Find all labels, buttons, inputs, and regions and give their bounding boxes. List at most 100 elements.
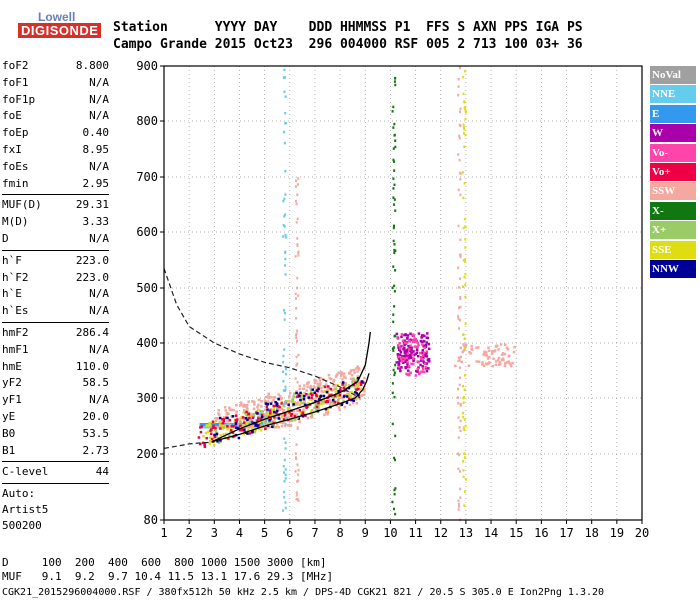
data-point xyxy=(468,351,471,354)
data-point xyxy=(404,341,407,345)
data-point xyxy=(283,414,287,418)
legend-item: X+ xyxy=(650,221,696,240)
data-point xyxy=(280,424,284,428)
data-point xyxy=(350,390,353,394)
data-point xyxy=(298,420,301,423)
y-tick-label: 80 xyxy=(144,513,158,527)
data-point xyxy=(277,397,280,401)
data-point xyxy=(220,426,223,429)
param-value: 8.800 xyxy=(75,59,109,72)
data-point xyxy=(199,423,203,426)
data-point xyxy=(339,374,343,378)
streak-point xyxy=(394,269,397,272)
data-point xyxy=(269,396,273,399)
data-point xyxy=(210,437,214,441)
param-name: h`Es xyxy=(2,304,29,318)
data-point xyxy=(301,394,304,398)
streak-point xyxy=(393,492,396,496)
data-point xyxy=(492,357,495,361)
data-point xyxy=(258,420,262,424)
streak-point xyxy=(296,329,299,333)
data-point xyxy=(253,430,257,434)
streak-point xyxy=(458,383,461,387)
streak-point xyxy=(458,359,461,362)
param-value: N/A xyxy=(89,231,109,245)
streak-point xyxy=(295,494,298,497)
data-point xyxy=(272,396,276,399)
data-point xyxy=(342,375,346,378)
param-value: N/A xyxy=(89,109,109,123)
data-point xyxy=(216,417,219,420)
data-point xyxy=(410,362,413,366)
data-point xyxy=(320,386,323,390)
data-point xyxy=(214,419,218,423)
data-point xyxy=(226,427,229,431)
data-point xyxy=(277,426,280,429)
data-point xyxy=(421,367,425,371)
data-point xyxy=(231,431,235,434)
param-value: N/A xyxy=(89,159,109,173)
data-point xyxy=(217,441,221,444)
x-tick-label: 20 xyxy=(635,526,649,540)
param-row: h`F 223.0 xyxy=(2,253,109,270)
data-point xyxy=(313,381,317,385)
streak-point xyxy=(462,415,465,419)
data-point xyxy=(328,394,331,397)
data-point xyxy=(512,350,516,354)
data-point xyxy=(412,353,416,357)
data-point xyxy=(334,390,338,393)
streak-point xyxy=(462,396,465,400)
data-point xyxy=(344,383,347,387)
data-point xyxy=(324,401,328,405)
data-point xyxy=(303,384,306,387)
streak-point xyxy=(282,224,285,227)
streak-point xyxy=(459,107,462,111)
data-point xyxy=(427,367,430,370)
legend-item: SSE xyxy=(650,240,696,259)
data-point xyxy=(421,340,424,344)
streak-point xyxy=(459,402,462,406)
data-point xyxy=(260,421,264,424)
data-point xyxy=(219,427,222,430)
data-point xyxy=(209,424,212,427)
streak-point xyxy=(457,467,460,471)
streak-point xyxy=(284,388,287,392)
streak-point xyxy=(392,349,395,352)
data-point xyxy=(218,426,222,429)
param-value: N/A xyxy=(89,92,109,106)
param-row: hmF2 286.4 xyxy=(2,325,109,342)
data-point xyxy=(301,402,304,405)
data-point xyxy=(316,385,320,388)
streak-point xyxy=(296,276,299,280)
param-row: yF1 N/A xyxy=(2,392,109,409)
param-value: 2.73 xyxy=(82,443,110,457)
data-point xyxy=(262,417,265,421)
streak-point xyxy=(464,69,467,73)
data-point xyxy=(249,414,253,417)
data-point xyxy=(225,413,228,416)
data-point xyxy=(360,393,364,397)
data-point xyxy=(457,356,461,359)
streak-point xyxy=(463,100,466,104)
data-point xyxy=(224,432,228,436)
data-point xyxy=(337,389,340,393)
streak-point xyxy=(457,314,460,318)
data-point xyxy=(316,403,319,406)
data-point xyxy=(347,395,350,399)
x-tick-label: 16 xyxy=(534,526,548,540)
x-tick-label: 15 xyxy=(509,526,523,540)
data-point xyxy=(345,401,349,405)
data-point xyxy=(206,426,210,429)
streak-point xyxy=(394,487,397,490)
streak-point xyxy=(294,470,297,473)
data-point xyxy=(267,420,271,423)
data-point xyxy=(354,391,357,394)
data-point xyxy=(209,429,212,432)
data-point xyxy=(340,371,343,374)
data-point xyxy=(290,419,293,423)
data-point xyxy=(336,383,339,387)
data-point xyxy=(236,418,239,421)
data-point xyxy=(207,424,210,427)
streak-point xyxy=(392,265,395,268)
streak-point xyxy=(393,456,396,460)
